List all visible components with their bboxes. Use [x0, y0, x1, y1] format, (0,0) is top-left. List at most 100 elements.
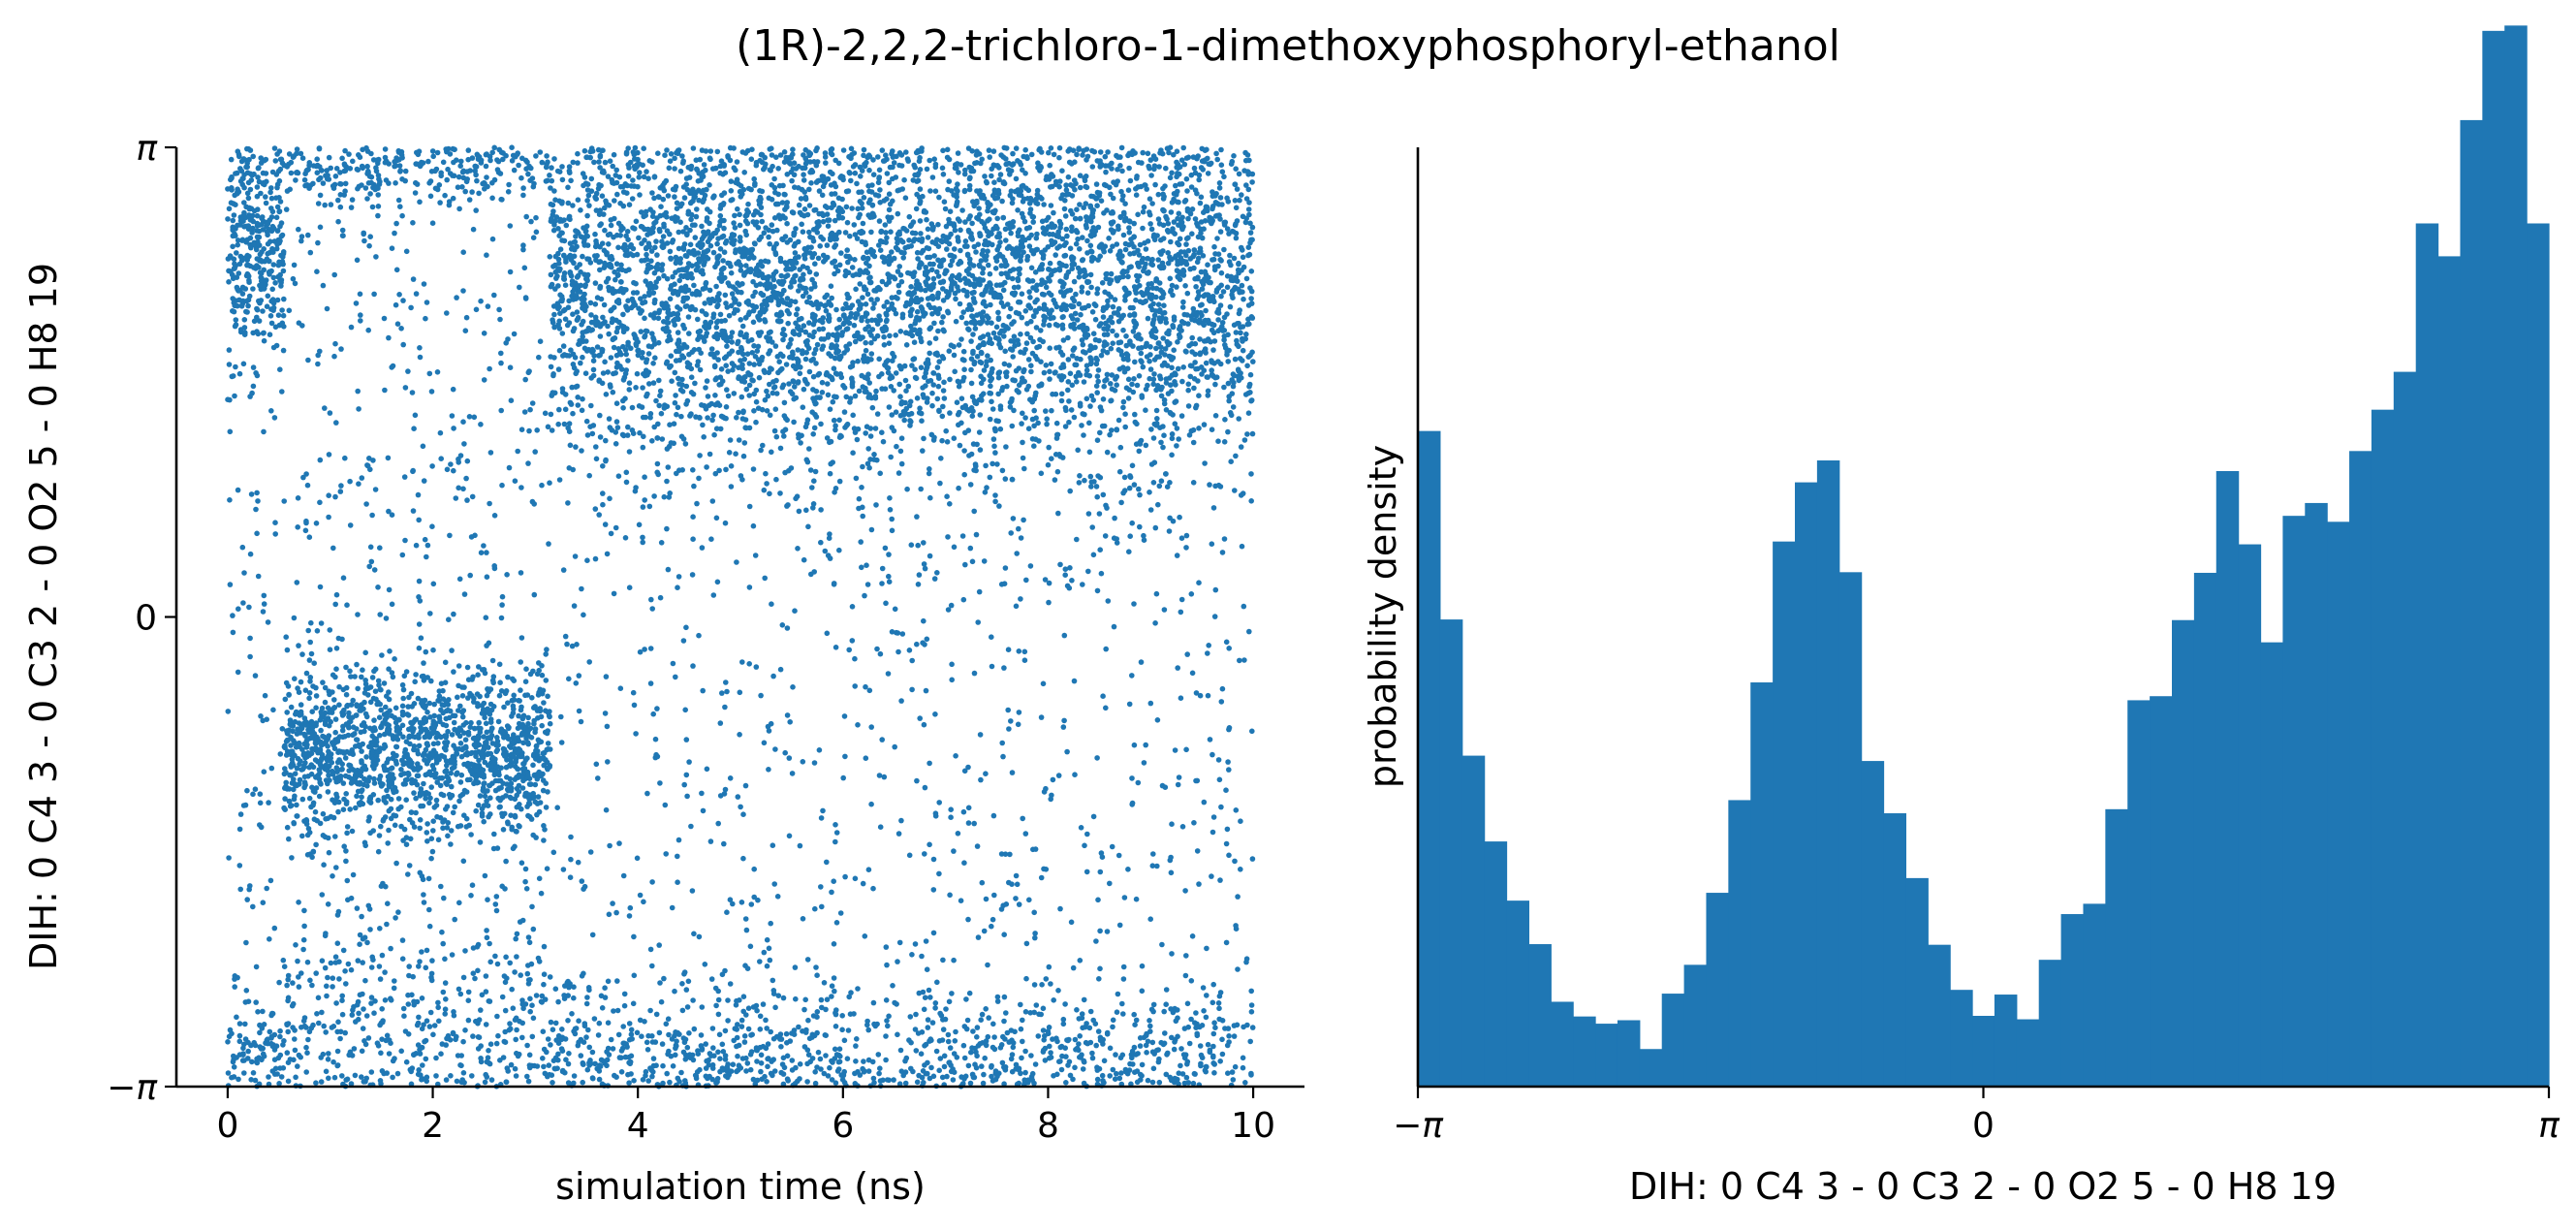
scatter-point: [268, 408, 274, 414]
scatter-point: [1231, 255, 1238, 262]
scatter-point: [963, 320, 969, 327]
scatter-point: [752, 182, 758, 188]
scatter-point: [723, 363, 729, 369]
scatter-point: [371, 780, 378, 786]
scatter-point: [672, 166, 677, 172]
scatter-point: [1202, 460, 1208, 466]
scatter-point: [687, 241, 694, 248]
scatter-point: [233, 317, 239, 323]
scatter-point: [378, 707, 385, 713]
scatter-point: [271, 925, 278, 932]
scatter-point: [611, 590, 617, 597]
scatter-point: [318, 620, 325, 626]
scatter-point: [832, 645, 839, 650]
scatter-point: [806, 269, 813, 275]
scatter-point: [382, 154, 389, 161]
scatter-point: [933, 1048, 940, 1055]
scatter-point: [1053, 420, 1060, 426]
scatter-point: [760, 442, 766, 449]
scatter-point: [285, 972, 292, 979]
scatter-point: [295, 495, 301, 501]
scatter-point: [529, 695, 535, 701]
scatter-point: [806, 229, 812, 236]
scatter-point: [899, 314, 906, 321]
scatter-point: [856, 306, 863, 313]
scatter-point: [1150, 1065, 1157, 1072]
scatter-point: [1122, 298, 1128, 303]
scatter-point: [816, 747, 823, 753]
scatter-point: [949, 991, 955, 996]
scatter-point: [705, 394, 711, 399]
scatter-point: [482, 1079, 488, 1086]
scatter-point: [932, 1005, 938, 1011]
scatter-point: [728, 188, 735, 194]
scatter-point: [959, 357, 966, 363]
scatter-point: [973, 249, 979, 255]
scatter-point: [613, 370, 618, 376]
scatter-point: [1023, 940, 1030, 947]
scatter-point: [1180, 267, 1186, 273]
scatter-point: [824, 211, 831, 217]
scatter-point: [373, 254, 379, 260]
scatter-point: [850, 412, 856, 419]
scatter-point: [697, 453, 703, 458]
scatter-point: [807, 467, 814, 473]
scatter-point: [583, 1034, 589, 1040]
scatter-point: [478, 1007, 484, 1013]
scatter-point: [866, 687, 873, 694]
scatter-point: [753, 398, 760, 405]
scatter-point: [1178, 1046, 1184, 1052]
scatter-point: [268, 765, 275, 772]
scatter-point: [573, 444, 579, 450]
scatter-point: [1073, 362, 1080, 368]
scatter-point: [941, 1053, 948, 1059]
scatter-point: [1201, 1008, 1207, 1014]
scatter-point: [802, 356, 809, 363]
scatter-point: [728, 484, 735, 490]
scatter-point: [971, 359, 978, 365]
scatter-point: [613, 441, 619, 447]
scatter-point: [652, 355, 658, 362]
scatter-point: [591, 159, 597, 166]
scatter-point: [620, 225, 626, 232]
scatter-point: [596, 512, 602, 518]
scatter-point: [491, 292, 497, 299]
scatter-point: [763, 1045, 770, 1052]
scatter-point: [332, 729, 339, 736]
scatter-point: [402, 537, 408, 544]
scatter-point: [696, 933, 703, 940]
scatter-point: [667, 1079, 673, 1086]
scatter-point: [235, 669, 241, 676]
scatter-point: [793, 226, 799, 232]
scatter-point: [284, 647, 291, 653]
scatter-point: [1248, 296, 1254, 301]
scatter-point: [669, 239, 675, 245]
scatter-point: [647, 1007, 653, 1014]
scatter-point: [352, 731, 358, 737]
scatter-point: [481, 377, 487, 383]
scatter-point: [1179, 1071, 1186, 1077]
scatter-point: [977, 334, 984, 341]
scatter-point: [496, 661, 503, 668]
scatter-point: [392, 978, 397, 984]
scatter-point: [322, 684, 329, 691]
scatter-point: [419, 995, 425, 1001]
scatter-point: [1163, 1001, 1169, 1007]
scatter-point: [769, 222, 775, 228]
scatter-point: [1074, 317, 1081, 323]
scatter-point: [725, 997, 731, 1003]
scatter-point: [413, 795, 419, 802]
scatter-point: [1156, 483, 1163, 490]
scatter-point: [769, 145, 774, 151]
scatter-point: [823, 307, 830, 314]
scatter-point: [387, 648, 393, 654]
scatter-point: [1226, 1033, 1232, 1039]
scatter-point: [1183, 241, 1189, 247]
scatter-point: [1086, 420, 1092, 426]
scatter-point: [960, 374, 967, 381]
scatter-point: [753, 664, 760, 670]
scatter-point: [473, 172, 479, 178]
scatter-point: [551, 324, 557, 331]
scatter-point: [527, 995, 533, 1002]
scatter-point: [401, 760, 408, 766]
